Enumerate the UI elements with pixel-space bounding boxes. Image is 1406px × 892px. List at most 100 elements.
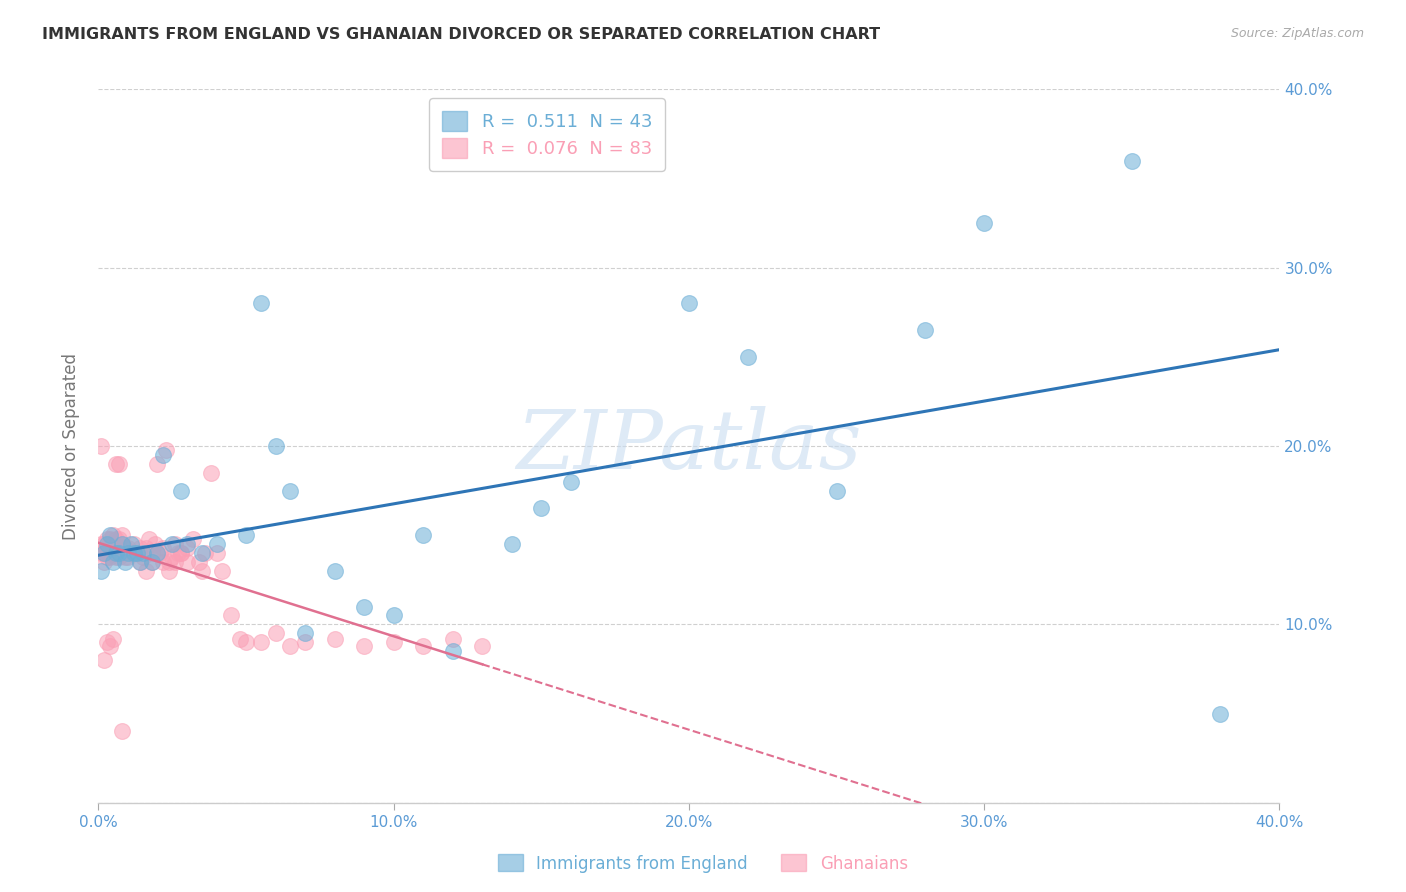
Point — [278, 483, 302, 498]
Point — [176, 555, 198, 569]
Point — [96, 635, 118, 649]
Point — [152, 555, 174, 569]
Point — [103, 555, 125, 569]
Point — [132, 549, 155, 564]
Point — [117, 549, 139, 564]
Point — [108, 541, 131, 555]
Point — [96, 537, 118, 551]
Point — [96, 532, 118, 546]
Point — [103, 546, 125, 560]
Point — [90, 564, 112, 578]
Point — [181, 532, 204, 546]
Point — [678, 296, 700, 310]
Point — [152, 448, 174, 462]
Point — [194, 546, 217, 560]
Point — [167, 546, 190, 560]
Point — [264, 439, 287, 453]
Point — [128, 555, 150, 569]
Point — [382, 635, 405, 649]
Point — [122, 546, 145, 560]
Point — [155, 442, 177, 457]
Point — [105, 457, 128, 471]
Point — [122, 537, 145, 551]
Point — [114, 555, 136, 569]
Point — [323, 632, 346, 646]
Point — [117, 546, 139, 560]
Point — [471, 639, 494, 653]
Point — [143, 537, 166, 551]
Point — [294, 626, 316, 640]
Point — [353, 599, 375, 614]
Point — [128, 555, 150, 569]
Point — [162, 537, 183, 551]
Legend: Immigrants from England, Ghanaians: Immigrants from England, Ghanaians — [492, 847, 914, 880]
Point — [501, 537, 523, 551]
Point — [382, 608, 405, 623]
Point — [152, 541, 174, 555]
Point — [205, 537, 228, 551]
Point — [103, 632, 125, 646]
Point — [264, 626, 287, 640]
Point — [235, 528, 257, 542]
Text: IMMIGRANTS FROM ENGLAND VS GHANAIAN DIVORCED OR SEPARATED CORRELATION CHART: IMMIGRANTS FROM ENGLAND VS GHANAIAN DIVO… — [42, 27, 880, 42]
Point — [353, 639, 375, 653]
Point — [105, 546, 128, 560]
Point — [200, 466, 222, 480]
Point — [294, 635, 316, 649]
Point — [98, 639, 121, 653]
Point — [1121, 153, 1143, 168]
Point — [973, 216, 995, 230]
Point — [114, 541, 136, 555]
Point — [132, 546, 155, 560]
Point — [111, 537, 134, 551]
Point — [98, 532, 121, 546]
Point — [165, 555, 187, 569]
Point — [114, 549, 136, 564]
Point — [914, 323, 936, 337]
Point — [176, 541, 198, 555]
Point — [93, 555, 115, 569]
Point — [93, 653, 115, 667]
Point — [412, 528, 434, 542]
Point — [191, 564, 214, 578]
Text: ZIPatlas: ZIPatlas — [516, 406, 862, 486]
Point — [141, 546, 163, 560]
Point — [108, 457, 131, 471]
Point — [120, 537, 142, 551]
Point — [146, 546, 169, 560]
Point — [103, 528, 125, 542]
Point — [108, 546, 131, 560]
Point — [111, 546, 134, 560]
Legend: R =  0.511  N = 43, R =  0.076  N = 83: R = 0.511 N = 43, R = 0.076 N = 83 — [429, 98, 665, 170]
Point — [90, 439, 112, 453]
Point — [165, 537, 187, 551]
Point — [235, 635, 257, 649]
Point — [111, 724, 134, 739]
Point — [1209, 706, 1232, 721]
Point — [149, 546, 172, 560]
Point — [105, 549, 128, 564]
Point — [105, 532, 128, 546]
Point — [530, 501, 553, 516]
Point — [125, 546, 148, 560]
Point — [90, 537, 112, 551]
Point — [162, 549, 183, 564]
Point — [412, 639, 434, 653]
Point — [138, 532, 160, 546]
Point — [278, 639, 302, 653]
Point — [90, 546, 112, 560]
Point — [135, 564, 157, 578]
Point — [93, 546, 115, 560]
Point — [229, 632, 252, 646]
Point — [146, 546, 169, 560]
Point — [120, 546, 142, 560]
Point — [93, 546, 115, 560]
Point — [141, 555, 163, 569]
Point — [170, 546, 193, 560]
Point — [98, 528, 121, 542]
Point — [141, 555, 163, 569]
Point — [157, 564, 180, 578]
Point — [560, 475, 582, 489]
Point — [98, 541, 121, 555]
Point — [250, 635, 273, 649]
